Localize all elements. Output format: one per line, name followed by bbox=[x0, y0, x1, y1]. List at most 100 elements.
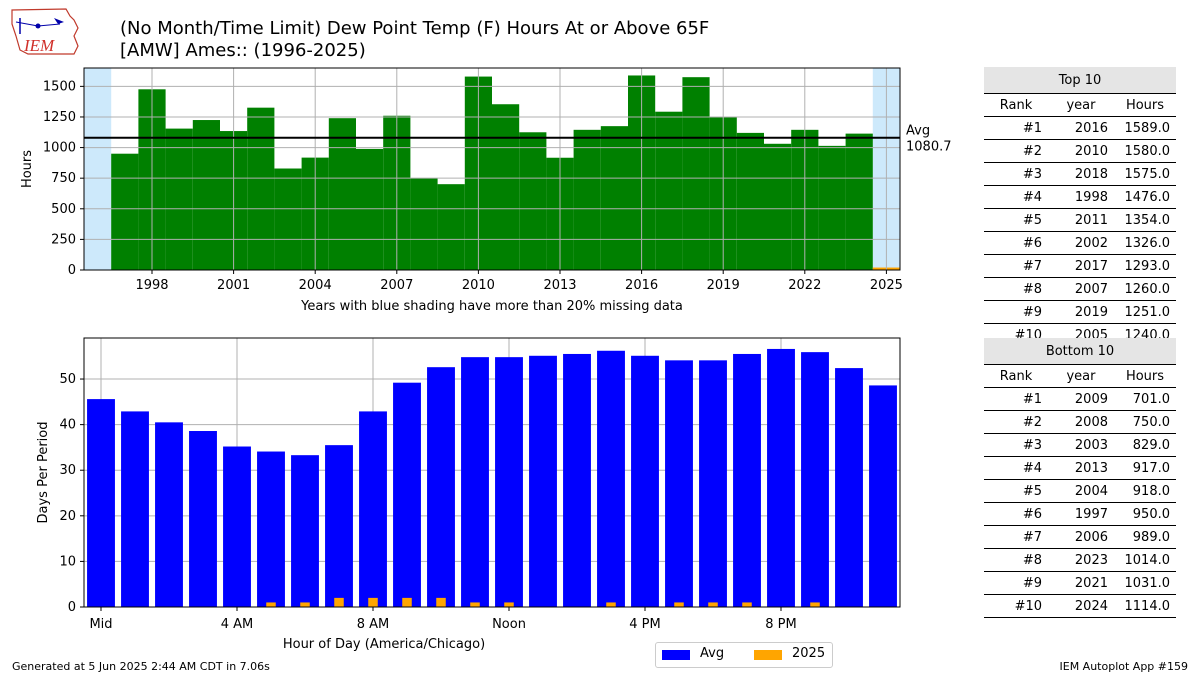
avg-hour-bar bbox=[393, 382, 421, 607]
x-tick-label: 2007 bbox=[380, 278, 413, 293]
hour-chart-legend: Avg 2025 bbox=[655, 642, 833, 668]
bottom10-cell: #5 bbox=[984, 479, 1048, 503]
top10-cell: 1575.0 bbox=[1114, 162, 1176, 186]
year-2025-hour-bar bbox=[504, 602, 514, 607]
year-2025-hour-bar bbox=[266, 602, 276, 607]
annual-x-axis-label: Years with blue shading have more than 2… bbox=[300, 299, 683, 314]
bottom10-caption: Bottom 10 bbox=[984, 338, 1176, 365]
bottom10-row: #8 2023 1014.0 bbox=[984, 548, 1176, 572]
top10-cell: 2002 bbox=[1048, 231, 1114, 255]
avg-hour-bar bbox=[801, 352, 829, 607]
year-2025-hour-bar bbox=[436, 597, 446, 607]
avg-hour-bar bbox=[291, 455, 319, 607]
avg-hour-bar bbox=[699, 360, 727, 607]
y-tick-label: 0 bbox=[68, 263, 76, 278]
bottom10-cell: #6 bbox=[984, 502, 1048, 526]
legend-swatch-2025 bbox=[754, 650, 782, 660]
bottom10-table: Bottom 10 Rank year Hours #1 2009 701.0 #2 2… bbox=[984, 338, 1176, 618]
avg-hour-bar bbox=[223, 446, 251, 607]
top10-row: #1 2016 1589.0 bbox=[984, 116, 1176, 140]
bottom10-cell: 829.0 bbox=[1114, 433, 1176, 457]
bottom10-cell: 2023 bbox=[1048, 548, 1114, 572]
x-tick-label: 2019 bbox=[707, 278, 740, 293]
x-tick-label: 2013 bbox=[543, 278, 576, 293]
legend-swatch-avg bbox=[662, 650, 690, 660]
avg-hour-bar bbox=[869, 385, 897, 607]
annual-hours-bar bbox=[845, 133, 873, 270]
top10-cell: #2 bbox=[984, 139, 1048, 163]
avg-hour-bar bbox=[461, 357, 489, 607]
bottom10-row: #9 2021 1031.0 bbox=[984, 571, 1176, 595]
annual-chart-frame bbox=[83, 67, 901, 271]
top10-table: Top 10 Rank year Hours #1 2016 1589.0 #2 201… bbox=[984, 67, 1176, 347]
top10-cell: 1260.0 bbox=[1114, 277, 1176, 301]
hour-chart-frame bbox=[83, 337, 901, 608]
bottom10-cell: 750.0 bbox=[1114, 410, 1176, 434]
top10-cell: 2018 bbox=[1048, 162, 1114, 186]
bottom10-cell: 2024 bbox=[1048, 594, 1114, 618]
y-tick-label: 250 bbox=[51, 232, 76, 247]
bottom10-cell: 1014.0 bbox=[1114, 548, 1176, 572]
y-tick-label: 1250 bbox=[43, 110, 76, 125]
top10-cell: 1998 bbox=[1048, 185, 1114, 209]
annual-hours-bar bbox=[274, 168, 302, 270]
y-tick-label: 10 bbox=[59, 554, 76, 569]
annual-hours-bar bbox=[655, 111, 683, 271]
top10-cell: 2011 bbox=[1048, 208, 1114, 232]
avg-hour-bar bbox=[121, 411, 149, 607]
annual-hours-bar bbox=[519, 132, 547, 270]
annual-hours-bar bbox=[410, 178, 438, 270]
top10-row: #6 2002 1326.0 bbox=[984, 231, 1176, 255]
x-tick-label: 4 PM bbox=[629, 617, 660, 632]
chart-title-line2: [AMW] Ames:: (1996-2025) bbox=[120, 40, 366, 61]
top10-row: #8 2007 1260.0 bbox=[984, 277, 1176, 301]
average-value-label: 1080.7 bbox=[906, 140, 952, 155]
top10-row: #4 1998 1476.0 bbox=[984, 185, 1176, 209]
avg-hour-bar bbox=[665, 360, 693, 607]
annual-hours-bar bbox=[328, 118, 356, 270]
y-tick-label: 20 bbox=[59, 509, 76, 524]
top10-row: #9 2019 1251.0 bbox=[984, 300, 1176, 324]
year-2025-hour-bar bbox=[606, 602, 616, 607]
bottom10-cell: 2003 bbox=[1048, 433, 1114, 457]
year-2025-hour-bar bbox=[674, 602, 684, 607]
avg-hour-bar bbox=[597, 350, 625, 607]
avg-hour-bar bbox=[733, 353, 761, 607]
year-2025-hour-bar bbox=[470, 602, 480, 607]
top10-caption: Top 10 bbox=[984, 67, 1176, 94]
hour-x-axis-label: Hour of Day (America/Chicago) bbox=[283, 637, 485, 652]
year-2025-hour-bar bbox=[334, 597, 344, 607]
top10-cell: 2007 bbox=[1048, 277, 1114, 301]
x-tick-label: 2001 bbox=[217, 278, 250, 293]
avg-hour-bar bbox=[257, 451, 285, 607]
x-tick-label: 2004 bbox=[299, 278, 332, 293]
hour-y-axis-label: Days Per Period bbox=[36, 422, 51, 524]
bottom10-cell: 1114.0 bbox=[1114, 594, 1176, 618]
top10-cell: 2010 bbox=[1048, 139, 1114, 163]
top10-cell: #6 bbox=[984, 231, 1048, 255]
iem-logo: IEM bbox=[11, 8, 79, 55]
x-tick-label: Noon bbox=[492, 617, 526, 632]
bottom10-row: #2 2008 750.0 bbox=[984, 410, 1176, 434]
annual-hours-bar bbox=[818, 145, 846, 270]
bottom10-row: #3 2003 829.0 bbox=[984, 433, 1176, 457]
bottom10-cell: 2008 bbox=[1048, 410, 1114, 434]
annual-hours-bar bbox=[573, 129, 601, 270]
top10-cell: 1293.0 bbox=[1114, 254, 1176, 278]
x-tick-label: 2022 bbox=[788, 278, 821, 293]
top10-cell: 1326.0 bbox=[1114, 231, 1176, 255]
bottom10-cell: 917.0 bbox=[1114, 456, 1176, 480]
y-tick-label: 1000 bbox=[43, 141, 76, 156]
bottom10-header-rank: Rank bbox=[984, 364, 1048, 388]
bottom10-cell: #1 bbox=[984, 387, 1048, 411]
y-tick-label: 50 bbox=[59, 372, 76, 387]
bottom10-row: #1 2009 701.0 bbox=[984, 387, 1176, 411]
year-2025-hour-bar bbox=[402, 597, 412, 607]
annual-hours-bar bbox=[764, 143, 792, 270]
top10-row: #3 2018 1575.0 bbox=[984, 162, 1176, 186]
avg-hour-bar bbox=[325, 445, 353, 607]
x-tick-label: Mid bbox=[89, 617, 112, 632]
top10-row: #2 2010 1580.0 bbox=[984, 139, 1176, 163]
year-2025-hour-bar bbox=[300, 602, 310, 607]
bottom10-cell: 2006 bbox=[1048, 525, 1114, 549]
